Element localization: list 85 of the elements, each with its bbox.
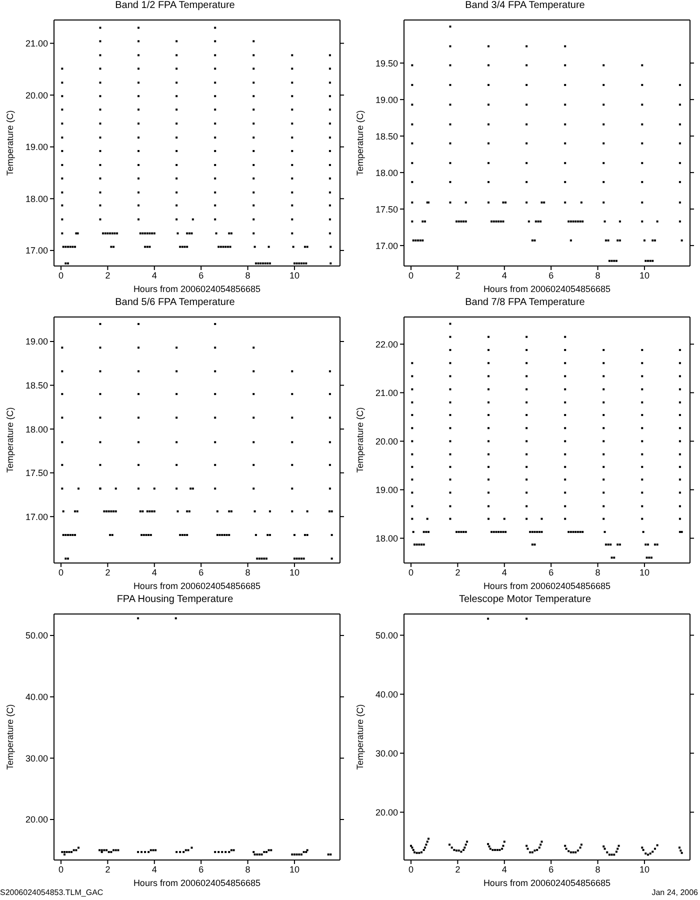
chart-title: Band 7/8 FPA Temperature (464, 297, 586, 310)
x-tick-label: 0 (58, 270, 64, 280)
y-axis-title: Temperature (C) (355, 704, 366, 770)
y-axis-title: Temperature (C) (5, 407, 16, 473)
x-tick-label: 8 (595, 270, 600, 280)
y-tick-label: 17.00 (375, 240, 398, 251)
y-tick-label: 20.00 (375, 807, 398, 818)
y-tick-label: 19.00 (25, 142, 48, 152)
chart-title: Band 1/2 FPA Temperature (114, 0, 236, 13)
y-tick-label: 40.00 (25, 692, 48, 702)
x-tick-label: 0 (58, 864, 64, 874)
y-tick-label: 17.50 (375, 204, 398, 214)
x-tick-label: 10 (289, 270, 300, 280)
x-tick-label: 6 (198, 864, 204, 874)
y-tick-label: 21.00 (375, 388, 398, 398)
y-axis-title: Temperature (C) (5, 110, 16, 176)
y-tick-label: 18.50 (25, 380, 48, 390)
y-tick-label: 20.00 (25, 90, 48, 100)
x-tick-label: 6 (198, 270, 204, 280)
chart-title: FPA Housing Temperature (116, 594, 234, 607)
x-tick-label: 10 (289, 864, 300, 874)
x-tick-label: 8 (595, 864, 600, 874)
y-axis-title: Temperature (C) (5, 704, 16, 770)
y-tick-label: 50.00 (375, 630, 398, 640)
y-tick-label: 19.50 (375, 58, 398, 68)
y-tick-label: 18.00 (375, 168, 398, 178)
y-tick-label: 50.00 (25, 630, 48, 641)
x-tick-label: 6 (548, 864, 554, 874)
x-axis-title: Hours from 2006024054856685 (483, 284, 611, 294)
x-tick-label: 4 (152, 270, 157, 280)
x-tick-label: 6 (548, 270, 554, 280)
x-axis-title: Hours from 2006024054856685 (133, 581, 261, 591)
x-tick-label: 10 (639, 864, 650, 874)
x-axis-title: Hours from 2006024054856685 (483, 581, 611, 591)
y-axis-title: Temperature (C) (355, 110, 366, 176)
y-tick-label: 20.00 (25, 814, 48, 825)
chart-title: Band 5/6 FPA Temperature (114, 297, 236, 310)
x-tick-label: 0 (408, 270, 414, 280)
x-tick-label: 4 (502, 864, 507, 874)
y-tick-label: 40.00 (375, 689, 398, 700)
x-tick-label: 4 (502, 270, 507, 280)
y-tick-label: 21.00 (25, 38, 48, 48)
x-tick-label: 8 (245, 864, 250, 874)
x-tick-label: 4 (152, 864, 157, 874)
x-tick-label: 4 (502, 567, 507, 578)
x-axis-title: Hours from 2006024054856685 (133, 878, 261, 888)
y-axis-title: Temperature (C) (355, 407, 366, 473)
y-tick-label: 20.00 (375, 436, 398, 446)
x-tick-label: 6 (198, 567, 204, 578)
text: Jan 24, 2006 (652, 888, 698, 897)
x-tick-label: 2 (455, 567, 460, 578)
y-tick-label: 17.00 (25, 246, 48, 256)
chart-title: Telescope Motor Temperature (458, 594, 592, 607)
y-tick-label: 17.00 (25, 512, 48, 522)
x-tick-label: 2 (105, 270, 110, 280)
y-tick-label: 19.00 (375, 94, 398, 105)
y-tick-label: 18.50 (375, 131, 398, 142)
x-tick-label: 0 (408, 567, 414, 578)
y-tick-label: 18.00 (375, 533, 398, 544)
x-tick-label: 4 (152, 567, 157, 578)
x-tick-label: 10 (639, 270, 650, 280)
x-tick-label: 2 (105, 864, 110, 874)
y-tick-label: 30.00 (375, 748, 398, 758)
x-axis-title: Hours from 2006024054856685 (483, 878, 611, 888)
x-tick-label: 2 (455, 864, 460, 874)
y-tick-label: 18.00 (25, 194, 48, 204)
x-tick-label: 2 (455, 270, 460, 280)
x-tick-label: 0 (408, 864, 414, 874)
chart-title: Band 3/4 FPA Temperature (464, 0, 586, 13)
y-tick-label: 22.00 (375, 339, 398, 350)
text: S2006024054853.TLM_GAC (0, 888, 104, 897)
x-tick-label: 10 (639, 567, 650, 578)
x-tick-label: 8 (245, 270, 250, 280)
y-tick-label: 17.50 (25, 468, 48, 478)
y-tick-label: 19.00 (375, 484, 398, 495)
x-tick-label: 8 (595, 567, 600, 578)
x-tick-label: 8 (245, 567, 250, 578)
y-tick-label: 30.00 (25, 753, 48, 764)
x-tick-label: 10 (289, 567, 300, 578)
x-tick-label: 0 (58, 567, 64, 578)
x-tick-label: 6 (548, 567, 554, 578)
y-tick-label: 19.00 (25, 336, 48, 347)
x-tick-label: 2 (105, 567, 110, 578)
y-tick-label: 18.00 (25, 424, 48, 434)
x-axis-title: Hours from 2006024054856685 (133, 284, 261, 294)
